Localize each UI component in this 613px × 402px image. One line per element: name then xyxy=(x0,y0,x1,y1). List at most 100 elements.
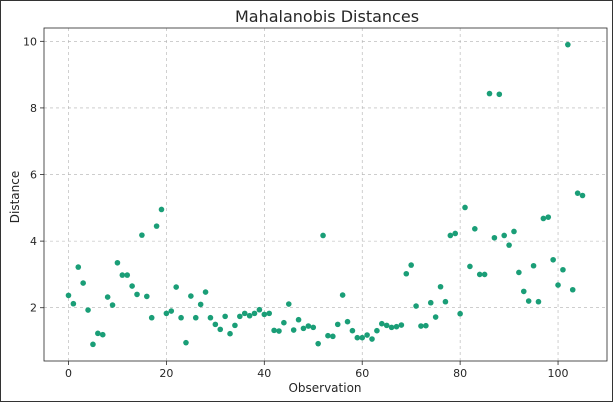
data-point xyxy=(261,311,268,318)
data-point xyxy=(369,336,375,342)
data-point xyxy=(183,339,189,346)
data-point xyxy=(256,306,263,313)
data-point xyxy=(398,322,405,328)
data-point xyxy=(486,90,493,97)
axes xyxy=(43,27,608,362)
data-point xyxy=(565,41,571,48)
data-point xyxy=(222,313,228,320)
data-point xyxy=(452,230,459,237)
data-point xyxy=(364,332,370,338)
y-tick-label: 4 xyxy=(30,235,37,248)
data-point xyxy=(432,314,439,320)
data-point xyxy=(119,272,126,278)
axis-ticks: 0 20 40 60 80 100 2 4 6 8 10 xyxy=(23,35,569,380)
data-point xyxy=(506,242,512,248)
data-point xyxy=(246,312,253,319)
data-point xyxy=(496,91,503,98)
data-point xyxy=(555,282,561,288)
y-tick-label: 8 xyxy=(30,102,37,115)
data-point xyxy=(437,283,444,290)
grid xyxy=(44,28,607,361)
data-point xyxy=(476,271,483,278)
data-point xyxy=(300,325,307,332)
data-point xyxy=(520,288,527,295)
data-point xyxy=(95,330,101,337)
chart-title: Mahalanobis Distances xyxy=(235,7,419,26)
data-point xyxy=(197,301,204,308)
data-point xyxy=(109,302,116,308)
data-point xyxy=(99,331,106,338)
data-point xyxy=(359,334,366,341)
data-point xyxy=(530,262,537,269)
data-point xyxy=(124,272,131,278)
x-tick-label: 60 xyxy=(355,367,369,380)
data-point xyxy=(330,333,336,340)
data-point xyxy=(212,321,219,328)
data-point xyxy=(271,327,277,334)
data-point xyxy=(545,214,552,220)
data-point xyxy=(393,323,400,330)
x-tick-label: 20 xyxy=(159,367,173,380)
data-point xyxy=(217,326,224,333)
data-point xyxy=(315,340,321,347)
data-point xyxy=(374,327,380,334)
data-point xyxy=(339,292,346,298)
y-axis-label: Distance xyxy=(8,171,22,223)
data-point xyxy=(232,322,238,329)
data-point xyxy=(467,263,473,270)
data-point xyxy=(354,334,361,341)
data-point xyxy=(65,292,72,299)
data-point xyxy=(173,284,179,290)
data-point xyxy=(281,319,287,326)
data-point xyxy=(550,256,556,263)
data-point xyxy=(178,314,184,321)
data-point xyxy=(427,299,434,306)
x-tick-label: 40 xyxy=(257,367,271,380)
data-point xyxy=(310,324,317,331)
data-point xyxy=(344,318,351,325)
data-point xyxy=(134,291,140,298)
data-point xyxy=(227,330,233,337)
data-point xyxy=(148,314,155,321)
data-point xyxy=(491,234,498,241)
data-point xyxy=(188,293,194,299)
data-point xyxy=(114,259,121,266)
data-point xyxy=(295,316,302,323)
data-point xyxy=(129,283,135,289)
data-point xyxy=(579,192,586,199)
data-point xyxy=(75,264,82,270)
data-point xyxy=(423,322,429,329)
data-point xyxy=(153,223,160,229)
data-point xyxy=(408,262,414,268)
data-point xyxy=(144,293,150,300)
data-point xyxy=(457,310,463,317)
data-point xyxy=(511,228,517,235)
data-point xyxy=(560,266,566,273)
data-point xyxy=(192,314,199,321)
data-point xyxy=(90,341,96,348)
data-point xyxy=(266,310,273,317)
x-tick-label: 100 xyxy=(548,367,569,380)
data-point xyxy=(276,328,282,334)
data-point xyxy=(80,280,86,286)
y-tick-label: 2 xyxy=(30,302,37,315)
x-tick-label: 80 xyxy=(453,367,467,380)
data-point xyxy=(442,298,449,305)
data-point xyxy=(481,271,488,278)
data-point xyxy=(285,301,292,307)
data-point xyxy=(70,300,77,307)
data-point xyxy=(168,308,175,314)
x-axis-label: Observation xyxy=(288,381,361,395)
data-point xyxy=(379,320,385,327)
data-point xyxy=(462,204,468,211)
data-point xyxy=(413,303,419,309)
data-point xyxy=(447,232,454,239)
data-point xyxy=(569,286,576,293)
data-point xyxy=(472,225,478,232)
data-point xyxy=(104,294,111,300)
data-point xyxy=(574,190,581,196)
y-tick-label: 6 xyxy=(30,169,37,182)
x-tick-label: 0 xyxy=(65,367,72,380)
data-point xyxy=(207,314,214,321)
